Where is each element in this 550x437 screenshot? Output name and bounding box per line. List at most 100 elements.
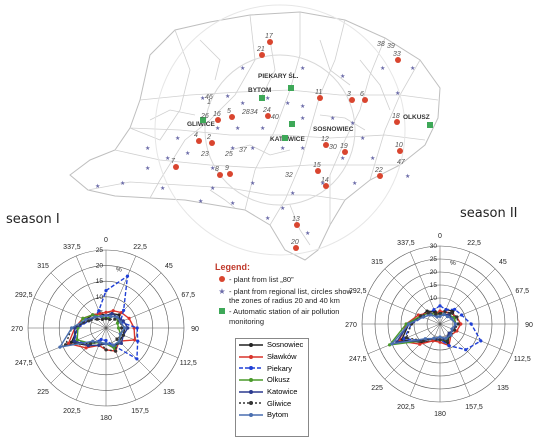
radar-data-point [136, 339, 140, 343]
plant-number-label: 23 [200, 151, 209, 158]
radar-data-point [433, 310, 437, 314]
direction-label: 292,5 [349, 288, 367, 295]
plant-number-label: 2 [206, 134, 211, 141]
radar-data-point [442, 312, 446, 316]
plant-regional-list: ★ [340, 73, 345, 80]
plant-number-label: 47 [397, 159, 406, 166]
radar-data-point [455, 315, 459, 319]
direction-label: 315 [37, 263, 49, 270]
plant-regional-list: ★ [250, 145, 255, 152]
direction-label: 247,5 [15, 360, 33, 367]
radar-data-point [432, 336, 436, 340]
plant-number-label: 25 [224, 151, 233, 158]
radar-data-point [445, 315, 449, 319]
direction-label: 112,5 [514, 356, 531, 363]
direction-label: 337,5 [397, 240, 415, 247]
series-legend-item: Olkusz [236, 374, 308, 386]
district-border [259, 39, 276, 101]
radar-data-point [447, 344, 451, 348]
plant-regional-list: ★ [198, 198, 203, 205]
district-border [149, 109, 196, 121]
direction-label: 135 [497, 385, 509, 392]
plant-regional-list: ★ [300, 103, 305, 110]
radar-data-point [111, 343, 115, 347]
radar-data-point [119, 341, 123, 345]
radar-data-point [58, 345, 62, 349]
radar-spoke [367, 293, 441, 325]
radar-data-point [407, 322, 411, 326]
direction-label: 135 [163, 389, 175, 396]
district-border [129, 127, 426, 141]
district-border [359, 59, 391, 111]
region-outline [69, 11, 441, 261]
district-border [199, 39, 221, 81]
plant-number-label: 11 [315, 89, 322, 96]
plant-number-label: 28 [241, 109, 250, 116]
radar-data-point [438, 338, 442, 342]
radar-data-point [98, 340, 102, 344]
series-legend-item: Sławków [236, 351, 308, 363]
plant-list-80 [394, 119, 400, 125]
radar-data-point [115, 315, 119, 319]
direction-label: 202,5 [397, 404, 415, 411]
radar-data-point [122, 308, 126, 312]
plant-list-80 [397, 148, 403, 154]
radar-data-point [418, 342, 422, 346]
radar-data-point [112, 346, 116, 350]
plant-list-80 [196, 138, 202, 144]
plant-number-label: 32 [285, 172, 293, 179]
plant-number-label: 24 [262, 107, 271, 114]
plant-regional-list: ★ [395, 90, 400, 97]
plant-regional-list: ★ [250, 180, 255, 187]
season-1-title: season I [6, 212, 60, 227]
radial-tick-label: 15 [96, 278, 104, 285]
direction-label: 292,5 [15, 292, 33, 299]
plant-regional-list: ★ [185, 150, 190, 157]
legend-item-regional-plant: ★ - plant from regional list, circles sh… [215, 287, 355, 306]
direction-label: 270 [345, 322, 357, 329]
plant-list-80 [315, 168, 321, 174]
plant-regional-list: ★ [285, 100, 290, 107]
radar-spoke [105, 327, 179, 359]
series-legend-label: Sosnowiec [267, 340, 304, 350]
direction-label: 22,5 [467, 240, 481, 247]
radar-data-point [454, 322, 458, 326]
radar-data-point [95, 317, 99, 321]
plant-list-80 [215, 117, 221, 123]
radar-data-point [100, 317, 104, 321]
radar-data-point [469, 322, 473, 326]
direction-label: 315 [371, 259, 383, 266]
district-border [369, 59, 421, 181]
plant-regional-list: ★ [260, 125, 265, 132]
radar-data-point [113, 317, 117, 321]
legend: Legend: - plant from list „80” ★ - plant… [215, 262, 355, 328]
city-label: OLKUSZ [403, 114, 430, 121]
plant-number-label: 1 [207, 99, 211, 106]
direction-label: 225 [371, 385, 383, 392]
radar-data-point [110, 312, 114, 316]
radar-data-point [104, 317, 108, 321]
radar-chart-season-1: 0 22,5 45 67,5 90 112,5 135 157,5 180 202,5 225 247… [11, 237, 199, 422]
season-2-title: season II [460, 206, 518, 221]
plant-regional-list: ★ [230, 200, 235, 207]
series-legend-item: Sosnowiec [236, 339, 308, 351]
radar-data-point [455, 329, 459, 333]
radar-data-point [460, 313, 464, 317]
radar-data-point [416, 313, 420, 317]
radar-data-point [438, 340, 442, 344]
radar-data-point [438, 312, 442, 316]
plant-list-80 [229, 114, 235, 120]
plant-regional-list: ★ [380, 65, 385, 72]
legend-item-label: - Automatic station of air pollution mon… [229, 307, 340, 326]
plant-number-label: 9 [225, 165, 229, 172]
radar-data-point [388, 343, 392, 347]
plant-number-label: 3 [347, 91, 351, 98]
radar-data-point [133, 338, 137, 342]
radar-spoke [439, 323, 471, 397]
radar-data-point [404, 322, 408, 326]
monitoring-station [282, 135, 288, 141]
plant-list-80 [267, 39, 273, 45]
legend-item-label: - plant from list „80” [229, 275, 294, 285]
